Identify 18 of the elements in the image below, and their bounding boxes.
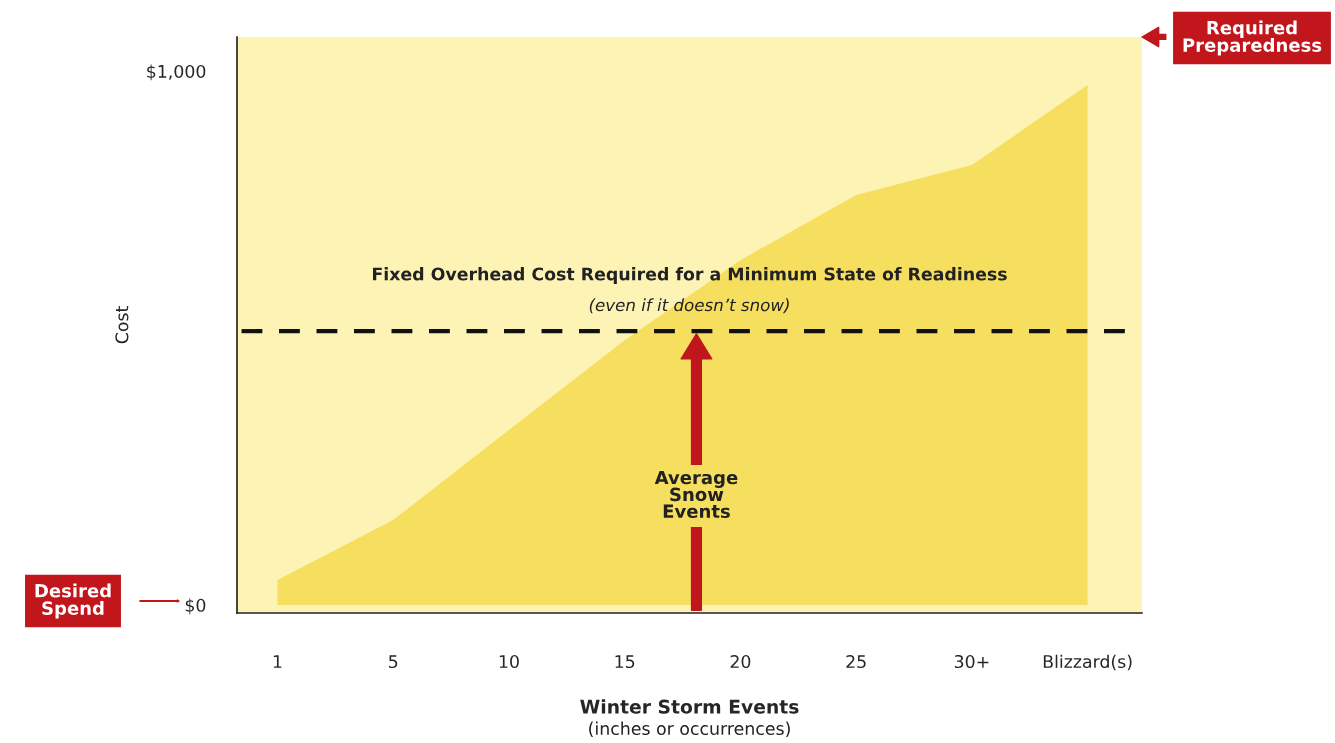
x-tick-label: 5 xyxy=(389,655,398,669)
x-tick-label: 15 xyxy=(615,655,635,669)
y-axis-title: Cost xyxy=(115,306,129,344)
x-tick-label: 25 xyxy=(846,654,866,669)
x-tick-label: 20 xyxy=(730,654,751,669)
annotation: Average Snow Events xyxy=(654,470,738,519)
text: (inches or occurrences) xyxy=(589,721,790,738)
y-tick-label: $0 xyxy=(185,598,206,615)
x-tick-label: Blizzard(s) xyxy=(1043,654,1132,671)
y-tick-label: $1,000 xyxy=(147,64,206,81)
annotation: (even if it doesn’t snow) xyxy=(589,298,789,314)
x-tick-label: 30+ xyxy=(954,654,989,669)
text: Desired Spend xyxy=(35,583,111,619)
x-tick-label: 10 xyxy=(499,654,519,669)
ref-line-label: Fixed Overhead Cost Required for a Minimum State of Readiness xyxy=(373,267,1007,284)
x-tick-label: 1 xyxy=(273,655,282,668)
text: Required Preparedness xyxy=(1183,20,1322,56)
x-axis-title: Winter Storm Events xyxy=(580,699,799,714)
